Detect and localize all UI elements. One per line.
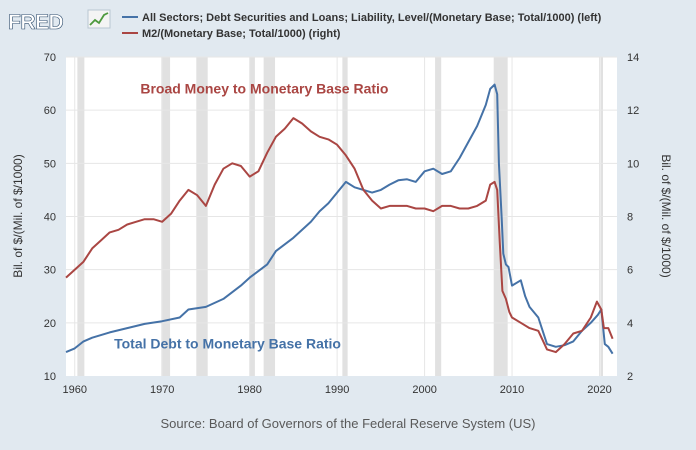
x-tick-2010: 2010 — [500, 384, 524, 396]
left-tick-40: 40 — [44, 212, 56, 224]
series-m2 — [65, 117, 614, 354]
legend: All Sectors; Debt Securities and Loans; … — [122, 12, 602, 40]
legend-label-m2: M2/(Monetary Base; Total/1000) (right) — [142, 28, 341, 40]
fred-logo[interactable]: FRED — [4, 4, 116, 35]
right-tick-4: 4 — [627, 318, 633, 330]
source-note: Source: Board of Governors of the Federa… — [161, 416, 536, 431]
series-m2-line[interactable] — [65, 117, 614, 354]
gridlines — [66, 56, 617, 376]
left-tick-50: 50 — [44, 158, 56, 170]
series-debt — [65, 83, 614, 355]
right-tick-12: 12 — [627, 105, 639, 117]
left-tick-70: 70 — [44, 52, 56, 64]
annotation-0: Broad Money to Monetary Base Ratio — [140, 81, 388, 97]
x-tick-1960: 1960 — [63, 384, 87, 396]
chart-annotations: Broad Money to Monetary Base Ratio Total … — [114, 81, 388, 352]
right-tick-14: 14 — [627, 52, 639, 64]
x-tick-2020: 2020 — [587, 384, 611, 396]
left-tick-60: 60 — [44, 105, 56, 117]
legend-item-m2[interactable]: M2/(Monetary Base; Total/1000) (right) — [122, 28, 341, 40]
left-tick-10: 10 — [44, 371, 56, 383]
x-tick-2000: 2000 — [412, 384, 436, 396]
line-chart-icon — [87, 9, 111, 29]
annotation-1: Total Debt to Monetary Base Ratio — [114, 335, 341, 351]
right-tick-6: 6 — [627, 265, 633, 277]
x-axis-ticks: 1960 1970 1980 1990 2000 2010 2020 — [63, 384, 612, 396]
legend-item-debt[interactable]: All Sectors; Debt Securities and Loans; … — [122, 12, 602, 24]
legend-label-debt: All Sectors; Debt Securities and Loans; … — [142, 12, 602, 24]
left-axis-ticks: 10 20 30 40 50 60 70 — [44, 52, 56, 383]
right-tick-8: 8 — [627, 212, 633, 224]
left-tick-20: 20 — [44, 318, 56, 330]
right-axis-title: Bil. of $/(Mil. of $/1000) — [659, 154, 673, 277]
right-tick-2: 2 — [627, 371, 633, 383]
left-tick-30: 30 — [44, 265, 56, 277]
right-tick-10: 10 — [627, 158, 639, 170]
left-axis-title: Bil. of $/(Mil. of $/1000) — [11, 154, 25, 277]
series-debt-line[interactable] — [65, 83, 614, 355]
fred-logo-text: FRED — [8, 11, 64, 34]
x-tick-1990: 1990 — [325, 384, 349, 396]
right-axis-ticks: 2 4 6 8 10 12 14 — [627, 52, 639, 383]
x-tick-1980: 1980 — [237, 384, 261, 396]
x-tick-1970: 1970 — [150, 384, 174, 396]
